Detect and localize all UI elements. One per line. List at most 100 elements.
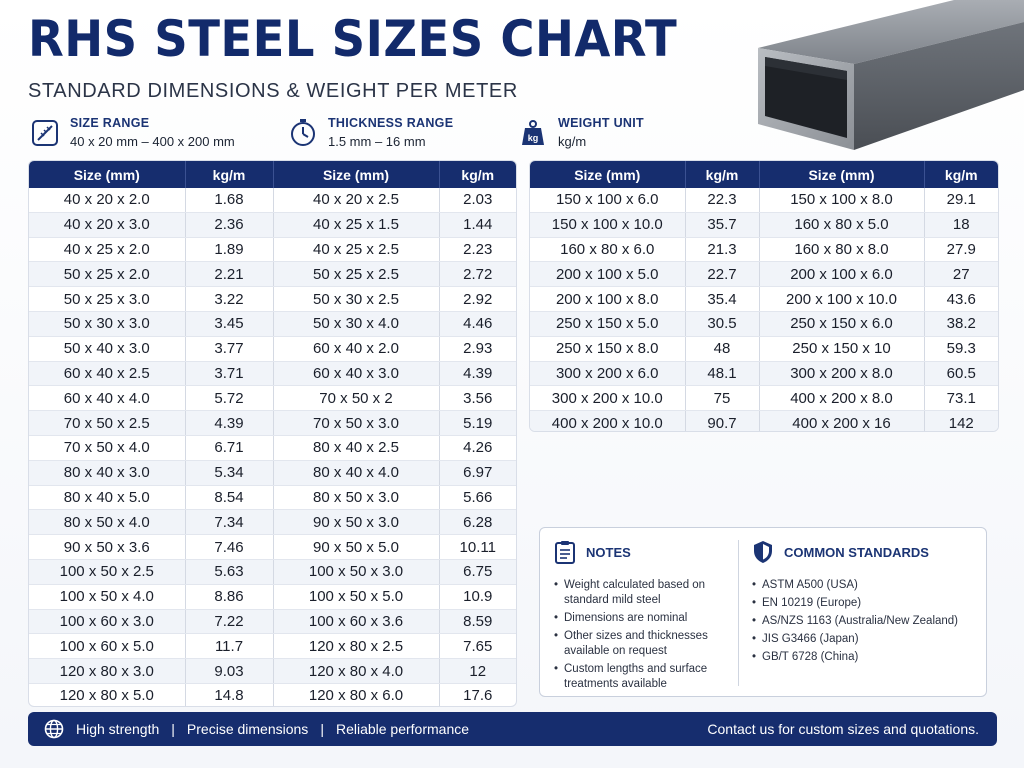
footer-features: High strength | Precise dimensions | Rel… bbox=[44, 712, 469, 746]
standard-item: EN 10219 (Europe) bbox=[752, 596, 980, 611]
right-table-body: 150 x 100 x 6.0 22.3 150 x 100 x 8.0 29.1 15… bbox=[530, 188, 998, 431]
table-row: 40 x 20 x 2.0 1.68 40 x 20 x 2.5 2.03 bbox=[29, 188, 516, 213]
weight-unit-value: kg/m bbox=[558, 134, 587, 149]
column-header-size: Size (mm) bbox=[273, 161, 440, 188]
size-cell: 300 x 200 x 10.0 bbox=[530, 385, 686, 412]
notes-section: NOTES Weight calculated based on standar… bbox=[554, 540, 732, 695]
weight-cell: 4.46 bbox=[439, 311, 516, 337]
weight-cell: 73.1 bbox=[924, 385, 998, 412]
size-cell: 40 x 20 x 2.5 bbox=[273, 188, 440, 213]
size-cell: 60 x 40 x 3.0 bbox=[273, 361, 440, 387]
weight-cell: 35.4 bbox=[685, 286, 760, 312]
table-row: 300 x 200 x 6.0 48.1 300 x 200 x 8.0 60.5 bbox=[530, 361, 998, 387]
size-cell: 150 x 100 x 10.0 bbox=[530, 212, 686, 238]
size-cell: 70 x 50 x 2.5 bbox=[29, 410, 186, 436]
size-cell: 50 x 25 x 2.5 bbox=[273, 261, 440, 288]
table-row: 300 x 200 x 10.0 75 400 x 200 x 8.0 73.1 bbox=[530, 385, 998, 412]
weight-cell: 7.46 bbox=[185, 534, 274, 560]
size-cell: 80 x 40 x 2.5 bbox=[273, 435, 440, 461]
size-cell: 50 x 40 x 3.0 bbox=[29, 336, 186, 362]
notes-and-standards-box: NOTES Weight calculated based on standar… bbox=[539, 527, 987, 697]
weight-cell: 2.03 bbox=[439, 188, 516, 213]
size-cell: 60 x 40 x 2.5 bbox=[29, 361, 186, 387]
size-cell: 100 x 60 x 5.0 bbox=[29, 633, 186, 660]
size-cell: 120 x 80 x 4.0 bbox=[273, 658, 440, 684]
weight-cell: 6.28 bbox=[439, 509, 516, 536]
size-cell: 100 x 50 x 2.5 bbox=[29, 559, 186, 585]
weight-cell: 3.45 bbox=[185, 311, 274, 337]
feature-high-strength: High strength bbox=[76, 721, 160, 737]
weight-cell: 29.1 bbox=[924, 188, 998, 213]
standard-item: ASTM A500 (USA) bbox=[752, 578, 980, 593]
weight-cell: 7.22 bbox=[185, 609, 274, 635]
footer-separator: | bbox=[320, 721, 324, 737]
table-row: 120 x 80 x 5.0 14.8 120 x 80 x 6.0 17.6 bbox=[29, 683, 516, 706]
weight-cell: 35.7 bbox=[685, 212, 760, 238]
size-cell: 400 x 200 x 10.0 bbox=[530, 410, 686, 431]
right-size-table: Size (mm) kg/m Size (mm) kg/m 150 x 100 … bbox=[530, 161, 998, 431]
weight-cell: 3.22 bbox=[185, 286, 274, 312]
table-row: 70 x 50 x 2.5 4.39 70 x 50 x 3.0 5.19 bbox=[29, 410, 516, 436]
weight-cell: 2.36 bbox=[185, 212, 274, 238]
standard-item: JIS G3466 (Japan) bbox=[752, 632, 980, 647]
weight-cell: 3.56 bbox=[439, 385, 516, 412]
size-cell: 300 x 200 x 6.0 bbox=[530, 361, 686, 387]
footer-separator: | bbox=[171, 721, 175, 737]
table-row: 160 x 80 x 6.0 21.3 160 x 80 x 8.0 27.9 bbox=[530, 237, 998, 263]
size-cell: 40 x 25 x 1.5 bbox=[273, 212, 440, 238]
size-cell: 250 x 150 x 10 bbox=[759, 336, 925, 362]
table-row: 150 x 100 x 10.0 35.7 160 x 80 x 5.0 18 bbox=[530, 212, 998, 238]
size-cell: 200 x 100 x 10.0 bbox=[759, 286, 925, 312]
table-row: 200 x 100 x 8.0 35.4 200 x 100 x 10.0 43.6 bbox=[530, 286, 998, 312]
size-cell: 50 x 25 x 3.0 bbox=[29, 286, 186, 312]
shield-icon bbox=[754, 541, 772, 563]
weight-cell: 48 bbox=[685, 336, 760, 362]
table-row: 80 x 40 x 5.0 8.54 80 x 50 x 3.0 5.66 bbox=[29, 485, 516, 511]
weight-cell: 10.11 bbox=[439, 534, 516, 560]
feature-precise-dimensions: Precise dimensions bbox=[186, 721, 309, 737]
weight-cell: 1.44 bbox=[439, 212, 516, 238]
size-cell: 100 x 60 x 3.6 bbox=[273, 609, 440, 635]
table-row: 80 x 40 x 3.0 5.34 80 x 40 x 4.0 6.97 bbox=[29, 460, 516, 486]
size-cell: 40 x 25 x 2.5 bbox=[273, 237, 440, 263]
table-row: 50 x 30 x 3.0 3.45 50 x 30 x 4.0 4.46 bbox=[29, 311, 516, 337]
page-subtitle: STANDARD DIMENSIONS & WEIGHT PER METER bbox=[28, 80, 518, 102]
size-range-value: 40 x 20 mm – 400 x 200 mm bbox=[70, 134, 235, 149]
standards-heading: COMMON STANDARDS bbox=[784, 544, 929, 560]
standards-section: COMMON STANDARDS ASTM A500 (USA) EN 10219… bbox=[752, 540, 980, 668]
size-cell: 160 x 80 x 8.0 bbox=[759, 237, 925, 263]
table-row: 100 x 50 x 2.5 5.63 100 x 50 x 3.0 6.75 bbox=[29, 559, 516, 585]
weight-cell: 30.5 bbox=[685, 311, 760, 337]
weight-cell: 59.3 bbox=[924, 336, 998, 362]
table-header-row: Size (mm) kg/m Size (mm) kg/m bbox=[29, 161, 516, 188]
size-cell: 250 x 150 x 5.0 bbox=[530, 311, 686, 337]
size-cell: 80 x 40 x 5.0 bbox=[29, 485, 186, 511]
weight-cell: 38.2 bbox=[924, 311, 998, 337]
weight-cell: 27.9 bbox=[924, 237, 998, 263]
weight-cell: 21.3 bbox=[685, 237, 760, 263]
size-cell: 250 x 150 x 8.0 bbox=[530, 336, 686, 362]
table-row: 120 x 80 x 3.0 9.03 120 x 80 x 4.0 12 bbox=[29, 658, 516, 684]
rhs-tube-image bbox=[758, 0, 1024, 150]
table-row: 250 x 150 x 8.0 48 250 x 150 x 10 59.3 bbox=[530, 336, 998, 362]
table-row: 60 x 40 x 2.5 3.71 60 x 40 x 3.0 4.39 bbox=[29, 361, 516, 387]
size-cell: 200 x 100 x 8.0 bbox=[530, 286, 686, 312]
weight-cell: 14.8 bbox=[185, 683, 274, 706]
table-row: 400 x 200 x 10.0 90.7 400 x 200 x 16 142 bbox=[530, 410, 998, 431]
weight-cell: 5.66 bbox=[439, 485, 516, 511]
size-cell: 80 x 40 x 3.0 bbox=[29, 460, 186, 486]
standard-item: AS/NZS 1163 (Australia/New Zealand) bbox=[752, 614, 980, 629]
table-row: 90 x 50 x 3.6 7.46 90 x 50 x 5.0 10.11 bbox=[29, 534, 516, 560]
clipboard-icon bbox=[555, 541, 575, 564]
column-header-size: Size (mm) bbox=[759, 161, 925, 188]
footer-bar: High strength | Precise dimensions | Rel… bbox=[28, 712, 997, 746]
size-cell: 70 x 50 x 4.0 bbox=[29, 435, 186, 461]
weight-cell: 27 bbox=[924, 261, 998, 288]
weight-cell: 43.6 bbox=[924, 286, 998, 312]
weight-cell: 90.7 bbox=[685, 410, 760, 431]
thickness-range-label: THICKNESS RANGE bbox=[328, 116, 454, 130]
weight-cell: 4.26 bbox=[439, 435, 516, 461]
size-cell: 90 x 50 x 3.6 bbox=[29, 534, 186, 560]
standards-list: ASTM A500 (USA) EN 10219 (Europe) AS/NZS 1… bbox=[752, 578, 980, 665]
size-cell: 160 x 80 x 5.0 bbox=[759, 212, 925, 238]
